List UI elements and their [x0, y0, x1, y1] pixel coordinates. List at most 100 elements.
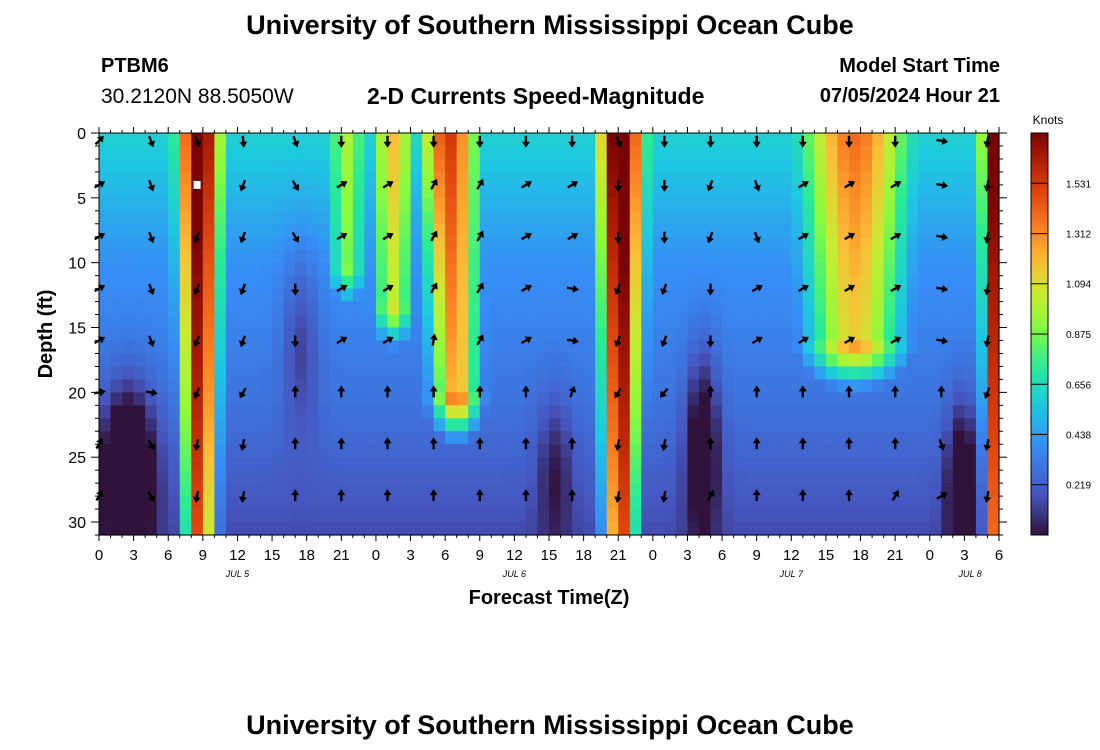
heatmap-cell	[629, 509, 642, 523]
heatmap-cell	[249, 496, 262, 510]
heatmap-cell	[364, 470, 377, 484]
current-vector-arrow	[475, 489, 484, 502]
heatmap-cell	[283, 470, 296, 484]
heatmap-cell	[802, 405, 815, 419]
heatmap-cell	[618, 496, 631, 510]
heatmap-cell	[191, 249, 204, 264]
heatmap-cell	[364, 366, 377, 380]
heatmap-cell	[860, 197, 873, 212]
heatmap-cell	[872, 236, 885, 251]
heatmap-cell	[237, 353, 250, 368]
current-vector-arrow	[520, 180, 532, 189]
heatmap-cell	[179, 158, 192, 173]
heatmap-cell	[260, 171, 273, 186]
heatmap-cell	[237, 223, 250, 238]
colorbar-tick-label: 1.531	[1066, 179, 1091, 190]
current-vector-arrow	[890, 336, 902, 345]
current-vector-arrow	[337, 385, 346, 398]
heatmap-cell	[225, 392, 239, 406]
heatmap-cell	[145, 197, 158, 212]
heatmap-cell	[918, 210, 931, 225]
heatmap-cell	[722, 457, 735, 471]
heatmap-cell	[860, 366, 873, 380]
heatmap-cell	[525, 288, 539, 303]
heatmap-cell	[168, 444, 181, 458]
heatmap-cell	[537, 171, 550, 186]
heatmap-cell	[964, 483, 977, 497]
heatmap-cell	[168, 340, 181, 355]
heatmap-cell	[964, 431, 977, 445]
heatmap-cell	[249, 366, 262, 380]
heatmap-cell	[364, 223, 377, 238]
heatmap-cell	[168, 522, 181, 536]
heatmap-cell	[872, 340, 885, 355]
heatmap-cell	[918, 405, 931, 419]
heatmap-cell	[537, 496, 550, 510]
heatmap-cell	[941, 457, 954, 471]
heatmap-cell	[733, 327, 746, 342]
heatmap-cell	[675, 301, 689, 316]
current-vector-arrow	[753, 179, 761, 192]
heatmap-cell	[975, 197, 989, 212]
heatmap-cell	[952, 262, 965, 277]
heatmap-cell	[214, 262, 227, 277]
heatmap-cell	[468, 470, 481, 484]
heatmap-cell	[122, 236, 135, 251]
heatmap-cell	[537, 301, 550, 316]
heatmap-cell	[214, 275, 227, 290]
heatmap-cell	[849, 405, 862, 419]
heatmap-cell	[664, 236, 677, 251]
heatmap-cell	[479, 366, 492, 380]
heatmap-cell	[422, 171, 435, 186]
heatmap-cell	[260, 249, 273, 264]
heatmap-cell	[779, 431, 792, 445]
heatmap-cell	[352, 392, 365, 406]
heatmap-cell	[768, 249, 781, 264]
heatmap-cell	[179, 483, 192, 497]
heatmap-cell	[675, 353, 689, 368]
current-vector-arrow	[845, 385, 853, 398]
heatmap-cell	[802, 496, 815, 510]
heatmap-cell	[699, 444, 712, 458]
heatmap-cell	[156, 444, 169, 458]
heatmap-cells	[99, 133, 1000, 536]
heatmap-cell	[341, 340, 354, 355]
current-vector-arrow	[336, 180, 348, 189]
heatmap-cell	[422, 366, 435, 380]
heatmap-cell	[179, 470, 192, 484]
heatmap-cell	[537, 366, 550, 380]
heatmap-cell	[733, 197, 746, 212]
heatmap-cell	[768, 275, 781, 290]
heatmap-cell	[895, 379, 908, 393]
heatmap-cell	[549, 158, 562, 173]
heatmap-cell	[802, 431, 815, 445]
heatmap-cell	[929, 314, 942, 329]
heatmap-cell	[583, 392, 596, 406]
heatmap-cell	[237, 509, 250, 523]
heatmap-cell	[687, 457, 700, 471]
heatmap-cell	[652, 457, 665, 471]
heatmap-cell	[779, 366, 792, 380]
heatmap-cell	[675, 457, 689, 471]
heatmap-cell	[641, 483, 654, 497]
heatmap-cell	[952, 197, 965, 212]
heatmap-cell	[272, 457, 285, 471]
heatmap-cell	[652, 184, 665, 199]
heatmap-cell	[629, 366, 642, 380]
heatmap-cell	[260, 314, 273, 329]
heatmap-cell	[756, 301, 769, 316]
heatmap-cell	[733, 405, 746, 419]
heatmap-cell	[468, 522, 481, 536]
heatmap-cell	[272, 522, 285, 536]
heatmap-cell	[122, 301, 135, 316]
current-vector-arrow	[936, 137, 949, 145]
heatmap-cell	[387, 210, 400, 225]
heatmap-cell	[722, 133, 735, 147]
heatmap-cell	[618, 340, 631, 355]
heatmap-cell	[133, 431, 146, 445]
heatmap-cell	[722, 184, 735, 199]
heatmap-cell	[675, 405, 689, 419]
heatmap-cell	[122, 392, 135, 406]
colorbar-tick-label: 0.875	[1066, 330, 1091, 341]
heatmap-cell	[618, 327, 631, 342]
